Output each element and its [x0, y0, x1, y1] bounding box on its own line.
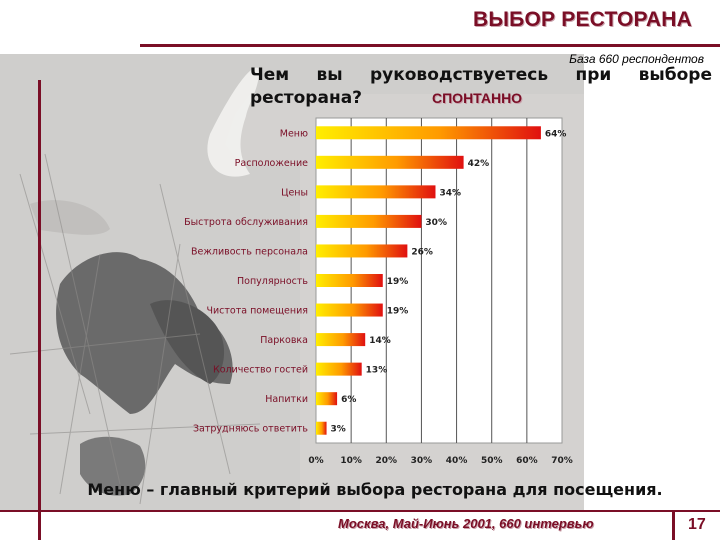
bar — [316, 244, 408, 258]
x-tick-label: 30% — [411, 456, 433, 466]
bar — [316, 214, 422, 228]
category-label: Вежливость персонала — [191, 246, 308, 257]
sample-base-note: База 660 респондентов — [569, 52, 704, 66]
page-number: 17 — [688, 516, 706, 533]
bar-value-label: 6% — [341, 395, 356, 405]
category-labels: Меню Расположение Цены Быстрота обслуживани… — [184, 128, 308, 434]
bar-value-label: 3% — [331, 425, 346, 435]
bar-value-label: 13% — [366, 366, 388, 376]
bar-value-label: 19% — [387, 307, 409, 317]
category-label: Чистота помещения — [206, 306, 308, 317]
category-label: Напитки — [265, 394, 308, 405]
x-tick-label: 10% — [340, 456, 362, 466]
slide-title: ВЫБОР РЕСТОРАНА — [473, 8, 692, 31]
category-label: Меню — [280, 128, 308, 139]
category-label: Цены — [281, 187, 308, 198]
bar-value-label: 64% — [545, 129, 567, 139]
x-tick-label: 40% — [446, 456, 468, 466]
bar — [316, 185, 436, 199]
bar — [316, 333, 366, 347]
footer-divider — [0, 510, 720, 512]
bar — [316, 421, 327, 435]
left-accent-bar — [38, 80, 41, 540]
title-divider — [140, 44, 720, 47]
footer-survey-note: Москва, Май-Июнь 2001, 660 интервью — [338, 516, 594, 531]
category-label: Количество гостей — [213, 365, 308, 376]
bar-value-label: 34% — [439, 188, 461, 198]
bar-value-label: 14% — [369, 336, 391, 346]
category-label: Быстрота обслуживания — [184, 217, 308, 228]
bar — [316, 155, 464, 169]
bar — [316, 303, 383, 317]
bar-value-label: 19% — [387, 277, 409, 287]
survey-question: Чем вы руководствуетесь при выборе ресто… — [250, 65, 712, 108]
bar-value-label: 26% — [411, 247, 433, 257]
x-tick-label: 50% — [481, 456, 503, 466]
page-number-separator — [672, 512, 675, 540]
category-label: Расположение — [235, 158, 308, 169]
x-tick-label: 70% — [551, 456, 573, 466]
bar — [316, 362, 362, 376]
conclusion-text: Меню – главный критерий выбора ресторана… — [87, 480, 663, 499]
bar — [316, 126, 541, 140]
category-label: Затрудняюсь ответить — [193, 424, 308, 435]
x-tick-label: 20% — [376, 456, 398, 466]
bar — [316, 392, 338, 406]
category-label: Популярность — [237, 276, 308, 287]
bar-value-label: 30% — [425, 218, 447, 228]
category-label: Парковка — [260, 335, 308, 346]
x-axis-ticks: 0% 10% 20% 30% 40% 50% 60% 70% — [308, 456, 572, 466]
x-tick-label: 60% — [516, 456, 538, 466]
bars — [316, 126, 541, 435]
spontaneous-label: СПОНТАННО — [432, 90, 523, 106]
bar-value-label: 42% — [468, 159, 490, 169]
value-labels: 64% 42% 34% 30% 26% 19% 19% 14% 13% 6% 3% — [331, 129, 567, 434]
x-tick-label: 0% — [308, 456, 323, 466]
bar — [316, 274, 383, 287]
